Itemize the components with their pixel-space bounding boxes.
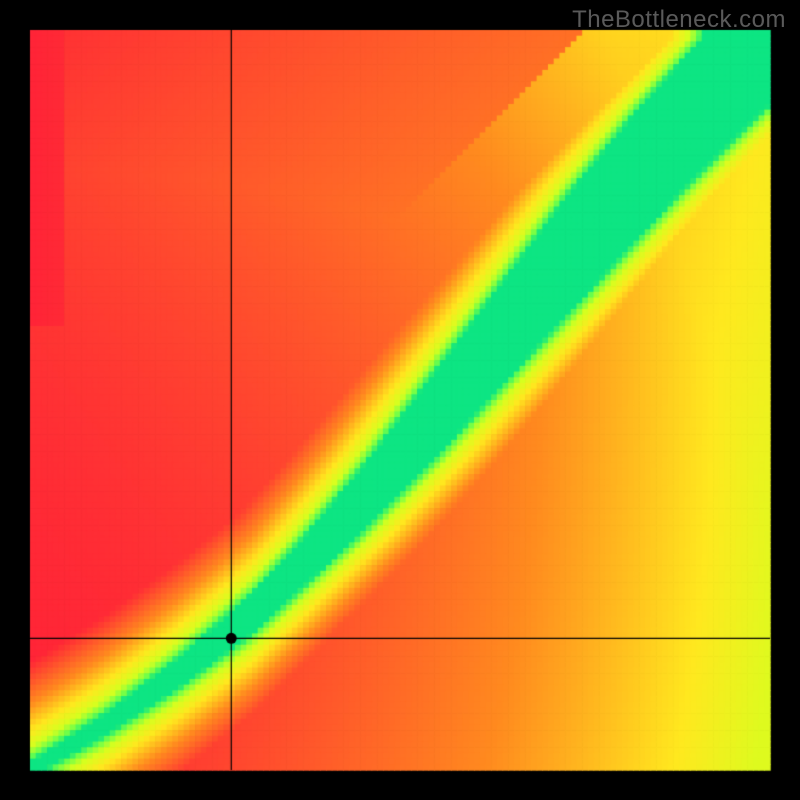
chart-container: TheBottleneck.com xyxy=(0,0,800,800)
watermark-text: TheBottleneck.com xyxy=(572,6,786,34)
heatmap-canvas xyxy=(0,0,800,800)
